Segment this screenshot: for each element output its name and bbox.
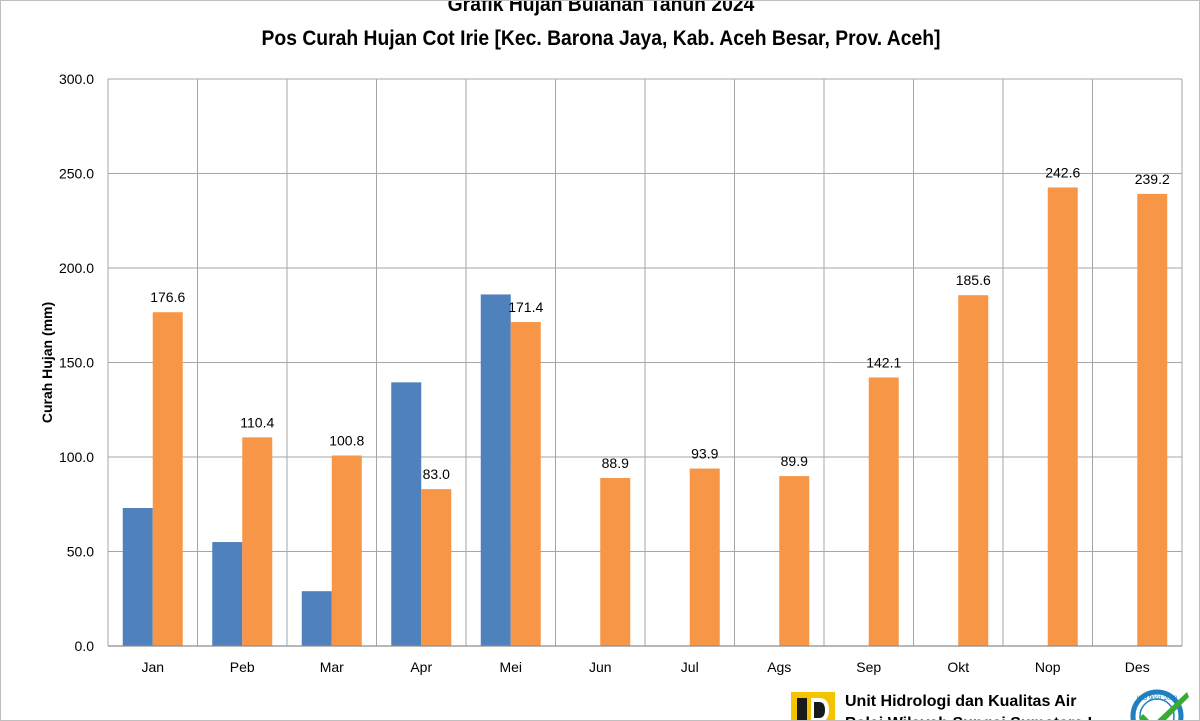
pu-logo-icon	[791, 692, 835, 720]
bar	[242, 437, 273, 646]
footer-line-2: Balai Wilayah Sungai Sumatera I	[845, 713, 1092, 720]
y-tick-label: 0.0	[75, 638, 95, 654]
x-tick-label: Jun	[589, 659, 612, 675]
x-tick-label: Peb	[230, 659, 255, 675]
data-label: 239.2	[1135, 171, 1170, 187]
y-tick-label: 150.0	[59, 355, 94, 371]
bar	[1137, 193, 1168, 647]
x-tick-label: Jul	[681, 659, 699, 675]
y-tick-label: 200.0	[59, 260, 94, 276]
data-label: 93.9	[691, 446, 718, 462]
bar	[510, 322, 541, 646]
y-tick-label: 300.0	[59, 71, 94, 87]
chart-subtitle: Pos Curah Hujan Cot Irie [Kec. Barona Ja…	[261, 27, 941, 50]
y-tick-label: 50.0	[67, 544, 94, 560]
bar	[152, 312, 183, 646]
bar	[480, 294, 511, 646]
bar	[600, 477, 631, 646]
data-label: 171.4	[508, 299, 543, 315]
bar	[689, 468, 720, 646]
bar	[421, 489, 452, 646]
footer-line-1: Unit Hidrologi dan Kualitas Air	[845, 693, 1077, 710]
data-label: 100.8	[329, 432, 364, 448]
footer-text: Unit Hidrologi dan Kualitas Air Balai Wi…	[845, 691, 1092, 720]
data-label: 110.4	[240, 414, 274, 430]
bar	[301, 591, 332, 646]
x-tick-label: Apr	[410, 659, 432, 675]
x-tick-label: Mar	[320, 659, 344, 675]
data-label: 242.6	[1045, 164, 1080, 180]
chart-title: Grafik Hujan Bulanan Tahun 2024	[447, 0, 755, 16]
data-label: 89.9	[781, 453, 808, 469]
bar	[391, 382, 422, 646]
y-tick-label: 100.0	[59, 449, 94, 465]
x-tick-label: Sep	[856, 659, 881, 675]
x-tick-label: Des	[1125, 659, 1150, 675]
y-tick-label: 250.0	[59, 166, 94, 182]
data-label: 185.6	[956, 272, 991, 288]
x-tick-label: Ags	[767, 659, 791, 675]
bar	[122, 508, 153, 646]
bar	[212, 542, 243, 646]
data-label: 142.1	[866, 354, 901, 370]
iso-certification-icon: ISO 9001:2008	[1130, 689, 1189, 720]
bar	[958, 295, 989, 646]
iso-text: ISO 9001:2008	[1137, 696, 1178, 702]
x-tick-label: Jan	[141, 659, 164, 675]
data-label: 88.9	[602, 455, 629, 471]
bar	[1047, 187, 1078, 646]
bar	[331, 455, 362, 646]
x-tick-label: Nop	[1035, 659, 1061, 675]
bar	[868, 377, 899, 646]
x-tick-label: Okt	[947, 659, 969, 675]
y-axis-label: Curah Hujan (mm)	[39, 302, 55, 423]
data-label: 176.6	[150, 289, 185, 305]
bar	[779, 476, 810, 646]
x-tick-label: Mei	[499, 659, 522, 675]
data-label: 83.0	[423, 466, 450, 482]
footer: Unit Hidrologi dan Kualitas Air Balai Wi…	[791, 689, 1199, 720]
